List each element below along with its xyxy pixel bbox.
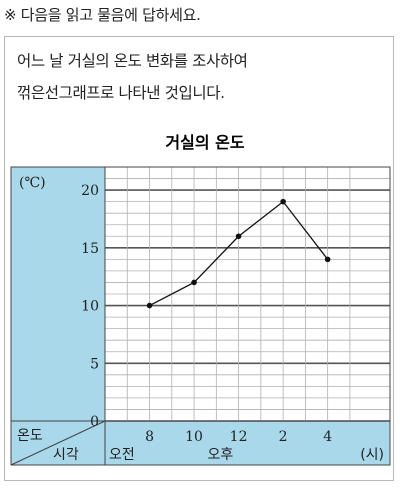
y-tick-label: 20 — [81, 183, 99, 199]
instruction-text: ※ 다음을 읽고 물음에 답하세요. — [4, 6, 201, 24]
x-tick-label: 2 — [279, 429, 288, 445]
x-axis-panel — [11, 421, 390, 465]
data-point — [191, 279, 197, 286]
x-tick-label: 12 — [230, 429, 248, 445]
y-tick-label: 10 — [81, 299, 99, 315]
y-unit-label: (℃) — [19, 175, 46, 191]
data-point — [235, 233, 242, 240]
y-tick-label: 0 — [90, 414, 99, 430]
data-point — [146, 302, 153, 309]
y-axis-panel — [11, 167, 105, 421]
chart-frame — [10, 166, 391, 466]
period-label-am: 오전 — [109, 447, 135, 463]
description-line-1: 어느 날 거실의 온도 변화를 조사하여 — [17, 52, 248, 70]
corner-label-temperature: 온도 — [17, 428, 43, 444]
period-label-pm: 오후 — [207, 447, 233, 463]
x-tick-label: 4 — [323, 429, 332, 445]
y-tick-label: 5 — [90, 356, 99, 372]
chart-title: 거실의 온도 — [165, 133, 244, 152]
x-tick-label: 8 — [145, 429, 154, 445]
corner-diagonal — [10, 420, 106, 466]
x-tick-label: 10 — [185, 429, 203, 445]
data-point — [280, 198, 286, 205]
question-card: 어느 날 거실의 온도 변화를 조사하여 꺾은선그래프로 나타낸 것입니다. 거… — [4, 36, 394, 481]
description-line-2: 꺾은선그래프로 나타낸 것입니다. — [17, 84, 225, 102]
y-tick-label: 15 — [81, 241, 99, 257]
corner-label-time: 시각 — [53, 447, 79, 463]
x-unit-label: (시) — [360, 447, 384, 463]
data-point — [324, 256, 331, 263]
